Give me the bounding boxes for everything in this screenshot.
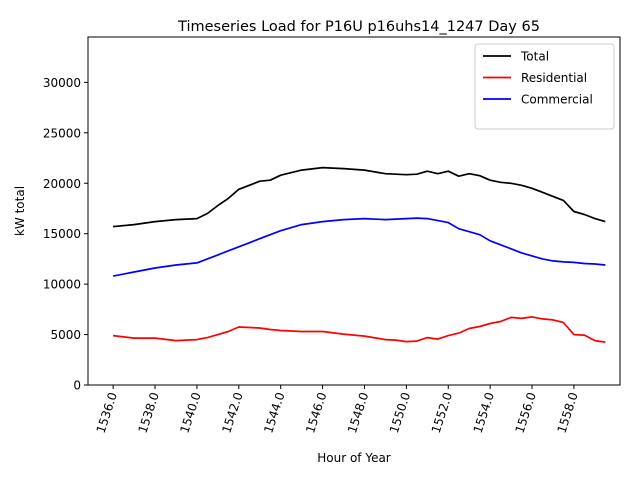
series-lines: [112, 166, 606, 343]
y-tick-label: 0: [73, 379, 81, 393]
legend-label-commercial: Commercial: [521, 93, 593, 107]
x-tick-label: 1546.0: [303, 391, 329, 435]
x-tick-label: 1550.0: [387, 391, 413, 435]
series-line-commercial: [112, 217, 606, 277]
series-line-residential: [112, 316, 606, 343]
x-tick-label: 1556.0: [513, 391, 539, 435]
legend-box: [474, 43, 615, 130]
x-tick-label: 1552.0: [429, 391, 455, 435]
x-tick-label: 1558.0: [554, 391, 580, 435]
y-tick-label: 30000: [43, 76, 81, 90]
chart-title: Timeseries Load for P16U p16uhs14_1247 D…: [177, 19, 540, 35]
legend: Total Residential Commercial: [474, 43, 615, 130]
x-tick-label: 1554.0: [471, 391, 497, 435]
x-axis-label: Hour of Year: [317, 451, 391, 465]
y-axis-ticks: 0 5000 10000 15000 20000 25000 30000: [43, 76, 88, 393]
y-tick-label: 15000: [43, 227, 81, 241]
x-axis-ticks: 1536.0 1538.0 1540.0 1542.0 1544.0 1546.0 1548…: [94, 385, 581, 435]
x-tick-label: 1536.0: [94, 391, 120, 435]
legend-label-total: Total: [520, 50, 549, 64]
y-tick-label: 25000: [43, 126, 81, 140]
y-tick-label: 20000: [43, 177, 81, 191]
x-tick-label: 1540.0: [177, 391, 203, 435]
y-tick-label: 10000: [43, 278, 81, 292]
series-line-total: [113, 166, 606, 228]
plot-frame: [87, 36, 621, 386]
x-tick-label: 1548.0: [345, 391, 371, 435]
x-tick-label: 1544.0: [261, 391, 287, 435]
y-axis-label: kW total: [13, 186, 27, 236]
x-tick-label: 1538.0: [136, 391, 162, 435]
legend-label-residential: Residential: [521, 71, 587, 85]
x-tick-label: 1542.0: [219, 391, 245, 435]
y-tick-label: 5000: [50, 328, 81, 342]
